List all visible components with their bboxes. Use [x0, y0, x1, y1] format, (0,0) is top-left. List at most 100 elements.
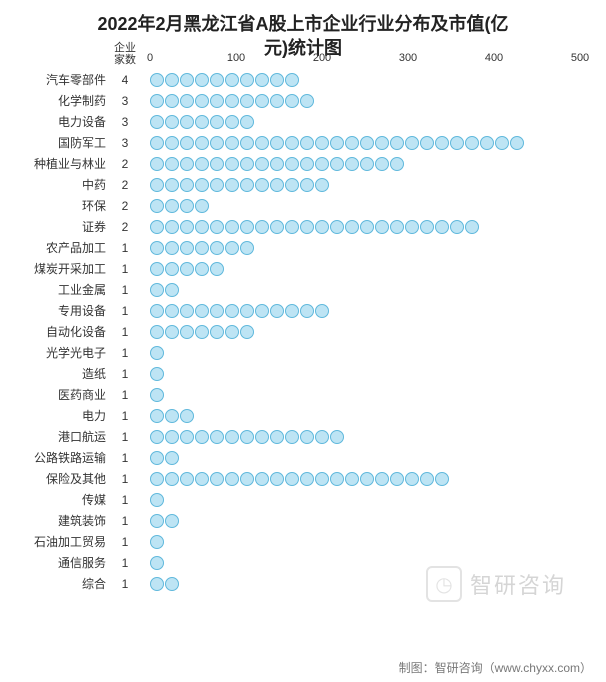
value-dot-icon: [390, 220, 404, 234]
value-dot-icon: [195, 157, 209, 171]
value-dot-icon: [450, 220, 464, 234]
value-dot-icon: [150, 346, 164, 360]
industry-label: 通信服务: [0, 553, 110, 574]
value-dot-icon: [255, 304, 269, 318]
value-dot-icon: [180, 199, 194, 213]
value-dot-icon: [375, 220, 389, 234]
dot-track: [150, 115, 255, 130]
dot-track: [150, 409, 195, 424]
industry-count: 1: [110, 448, 140, 469]
value-dot-icon: [315, 220, 329, 234]
value-dot-icon: [285, 178, 299, 192]
value-dot-icon: [195, 199, 209, 213]
value-dot-icon: [285, 304, 299, 318]
value-dot-icon: [165, 220, 179, 234]
value-dot-icon: [165, 94, 179, 108]
industry-label: 建筑装饰: [0, 511, 110, 532]
value-dot-icon: [180, 220, 194, 234]
industry-label: 工业金属: [0, 280, 110, 301]
value-dot-icon: [180, 325, 194, 339]
value-dot-icon: [150, 514, 164, 528]
dot-track: [150, 346, 165, 361]
industry-count: 2: [110, 196, 140, 217]
value-dot-icon: [285, 472, 299, 486]
value-dot-icon: [255, 220, 269, 234]
industry-label: 煤炭开采加工: [0, 259, 110, 280]
value-dot-icon: [360, 136, 374, 150]
value-dot-icon: [240, 94, 254, 108]
industry-label: 光学光电子: [0, 343, 110, 364]
value-dot-icon: [210, 472, 224, 486]
value-dot-icon: [150, 115, 164, 129]
industry-label: 造纸: [0, 364, 110, 385]
dot-track: [150, 283, 180, 298]
value-dot-icon: [375, 472, 389, 486]
x-tick: 200: [313, 52, 331, 64]
value-dot-icon: [315, 304, 329, 318]
value-dot-icon: [195, 304, 209, 318]
value-dot-icon: [225, 178, 239, 192]
value-dot-icon: [150, 304, 164, 318]
value-dot-icon: [150, 451, 164, 465]
value-dot-icon: [210, 325, 224, 339]
industry-count: 3: [110, 91, 140, 112]
value-dot-icon: [165, 136, 179, 150]
value-dot-icon: [150, 430, 164, 444]
value-dot-icon: [315, 472, 329, 486]
value-dot-icon: [420, 472, 434, 486]
value-dot-icon: [270, 157, 284, 171]
value-dot-icon: [165, 157, 179, 171]
value-dot-icon: [390, 157, 404, 171]
industry-count: 1: [110, 406, 140, 427]
value-dot-icon: [210, 430, 224, 444]
value-dot-icon: [300, 430, 314, 444]
value-dot-icon: [255, 136, 269, 150]
industry-count: 1: [110, 490, 140, 511]
value-dot-icon: [510, 136, 524, 150]
value-dot-icon: [465, 136, 479, 150]
industry-count: 1: [110, 301, 140, 322]
value-dot-icon: [180, 178, 194, 192]
value-dot-icon: [240, 115, 254, 129]
dot-track: [150, 535, 165, 550]
value-dot-icon: [195, 325, 209, 339]
value-dot-icon: [165, 514, 179, 528]
value-dot-icon: [150, 136, 164, 150]
value-dot-icon: [180, 472, 194, 486]
dot-track: [150, 199, 210, 214]
industry-count: 2: [110, 175, 140, 196]
value-dot-icon: [240, 157, 254, 171]
value-dot-icon: [165, 577, 179, 591]
value-dot-icon: [150, 178, 164, 192]
value-dot-icon: [270, 136, 284, 150]
value-dot-icon: [255, 73, 269, 87]
value-dot-icon: [300, 304, 314, 318]
value-dot-icon: [180, 94, 194, 108]
value-dot-icon: [225, 157, 239, 171]
value-dot-icon: [165, 283, 179, 297]
dot-track: [150, 157, 405, 172]
count-col: 4333222211111111111111111: [110, 70, 140, 595]
dot-track: [150, 94, 315, 109]
value-dot-icon: [165, 73, 179, 87]
value-dot-icon: [390, 136, 404, 150]
industry-count: 4: [110, 70, 140, 91]
value-dot-icon: [330, 472, 344, 486]
dot-track: [150, 577, 180, 592]
industry-count: 3: [110, 112, 140, 133]
value-dot-icon: [180, 157, 194, 171]
dot-track: [150, 472, 450, 487]
value-dot-icon: [165, 199, 179, 213]
value-dot-icon: [300, 157, 314, 171]
value-dot-icon: [165, 451, 179, 465]
value-dot-icon: [255, 94, 269, 108]
industry-label: 石油加工贸易: [0, 532, 110, 553]
industry-label: 国防军工: [0, 133, 110, 154]
dot-track: [150, 388, 165, 403]
value-dot-icon: [195, 262, 209, 276]
industry-label: 公路铁路运输: [0, 448, 110, 469]
value-dot-icon: [195, 136, 209, 150]
dot-track: [150, 178, 330, 193]
value-dot-icon: [495, 136, 509, 150]
value-dot-icon: [150, 241, 164, 255]
